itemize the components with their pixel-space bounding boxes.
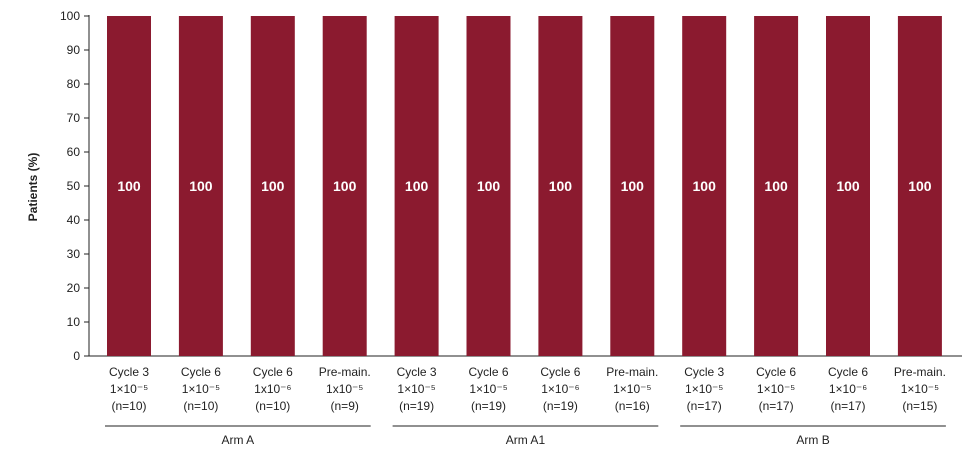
y-tick-label: 50 — [67, 179, 81, 193]
x-category-label-line: Cycle 3 — [684, 365, 724, 379]
bar-value-label: 100 — [405, 178, 429, 194]
x-category-label-line: 1×10⁻⁵ — [757, 382, 795, 396]
bar — [322, 16, 367, 356]
bars: 100 100 100 100 100 100 100 100 100 100 100 100 — [107, 16, 942, 356]
bar — [107, 16, 151, 356]
bar — [466, 16, 511, 356]
x-category-label-line: 1×10⁻⁵ — [613, 382, 651, 396]
x-category-label-line: Cycle 6 — [253, 365, 293, 379]
bar — [897, 16, 942, 356]
y-tick-label: 20 — [67, 281, 81, 295]
bar-value-label: 100 — [549, 178, 573, 194]
bar-value-label: 100 — [189, 178, 213, 194]
x-category-label-line: 1×10⁻⁵ — [397, 382, 435, 396]
x-category-label-line: Cycle 6 — [756, 365, 796, 379]
bar — [754, 16, 799, 356]
bar-value-label: 100 — [693, 178, 717, 194]
y-axis-ticks: 0 10 20 30 40 50 60 70 80 90 100 — [60, 9, 89, 363]
x-category-label-line: (n=19) — [543, 399, 578, 413]
x-category-label-line: 1×10⁻⁵ — [469, 382, 507, 396]
x-category-label-line: (n=10) — [255, 399, 290, 413]
bar-value-label: 100 — [333, 178, 357, 194]
x-category-label-line: Cycle 6 — [468, 365, 508, 379]
x-category-label-line: Cycle 3 — [397, 365, 437, 379]
y-tick-label: 0 — [73, 349, 80, 363]
bar — [178, 16, 223, 356]
arm-group-labels: Arm A Arm A1 Arm B — [105, 425, 946, 447]
bar — [394, 16, 439, 356]
bar — [250, 16, 295, 356]
x-axis-category-labels: Cycle 3 1×10⁻⁵ (n=10) Cycle 6 1×10⁻⁵ (n=10) Cy… — [109, 365, 946, 413]
x-category-label-line: Pre-main. — [606, 365, 658, 379]
bar-value-label: 100 — [836, 178, 860, 194]
group-label: Arm A1 — [506, 433, 546, 447]
bar — [610, 16, 655, 356]
y-tick-label: 10 — [67, 315, 81, 329]
bar-value-label: 100 — [621, 178, 645, 194]
y-tick-label: 70 — [67, 111, 81, 125]
x-category-label-line: Pre-main. — [319, 365, 371, 379]
bar — [826, 16, 870, 356]
y-tick-label: 100 — [60, 9, 80, 23]
x-category-label-line: (n=15) — [902, 399, 937, 413]
y-tick-label: 60 — [67, 145, 81, 159]
x-category-label-line: (n=9) — [331, 399, 359, 413]
x-category-label-line: 1×10⁻⁶ — [829, 382, 867, 396]
bar-value-label: 100 — [261, 178, 285, 194]
x-category-label-line: (n=17) — [687, 399, 722, 413]
x-category-label-line: 1x10⁻⁵ — [326, 382, 363, 396]
group-label: Arm A — [222, 433, 255, 447]
x-category-label-line: 1×10⁻⁵ — [685, 382, 723, 396]
bar — [538, 16, 583, 356]
bar-value-label: 100 — [764, 178, 788, 194]
x-category-label-line: (n=16) — [615, 399, 650, 413]
x-category-label-line: 1×10⁻⁵ — [901, 382, 939, 396]
x-category-label-line: Cycle 6 — [181, 365, 221, 379]
bar-value-label: 100 — [908, 178, 932, 194]
x-category-label-line: (n=17) — [759, 399, 794, 413]
x-category-label-line: Cycle 6 — [828, 365, 868, 379]
y-axis-title: Patients (%) — [26, 153, 40, 222]
x-category-label-line: 1×10⁻⁵ — [110, 382, 148, 396]
bar — [682, 16, 727, 356]
bar-value-label: 100 — [117, 178, 141, 194]
y-tick-label: 30 — [67, 247, 81, 261]
x-category-label-line: Cycle 3 — [109, 365, 149, 379]
x-category-label-line: 1×10⁻⁶ — [541, 382, 579, 396]
y-tick-label: 90 — [67, 43, 81, 57]
x-category-label-line: (n=19) — [399, 399, 434, 413]
x-category-label-line: (n=10) — [111, 399, 146, 413]
x-category-label-line: Cycle 6 — [540, 365, 580, 379]
x-category-label-line: (n=19) — [471, 399, 506, 413]
x-category-label-line: (n=17) — [830, 399, 865, 413]
x-category-label-line: 1×10⁻⁵ — [182, 382, 220, 396]
group-label: Arm B — [796, 433, 829, 447]
y-tick-label: 80 — [67, 77, 81, 91]
y-tick-label: 40 — [67, 213, 81, 227]
x-category-label-line: 1x10⁻⁶ — [254, 382, 291, 396]
bar-value-label: 100 — [477, 178, 501, 194]
x-category-label-line: Pre-main. — [894, 365, 946, 379]
x-category-label-line: (n=10) — [183, 399, 218, 413]
